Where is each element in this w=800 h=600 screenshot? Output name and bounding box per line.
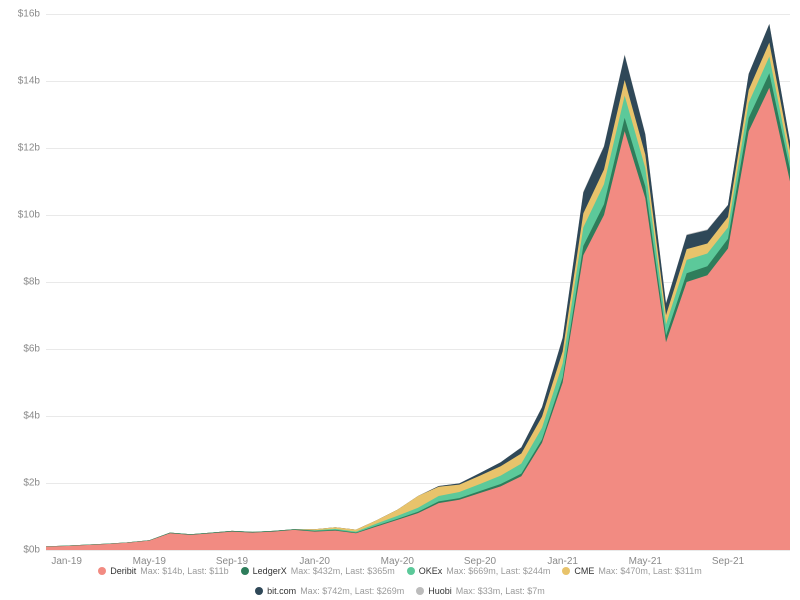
stacked-area-chart: $0b $2b $4b $6b $8b $10b $12b $14b $16b Jan-19 May…: [0, 0, 800, 600]
legend-swatch-icon: [407, 567, 415, 575]
x-axis-label: Sep-19: [216, 550, 248, 567]
chart-legend: Deribit Max: $14b, Last: $11b LedgerX Max: …: [0, 566, 800, 596]
y-axis-label: $14b: [18, 76, 46, 87]
legend-item[interactable]: Deribit Max: $14b, Last: $11b: [98, 566, 228, 576]
legend-item[interactable]: LedgerX Max: $432m, Last: $365m: [241, 566, 395, 576]
plot-area: $0b$2b$4b$6b$8b$10b$12b$14b$16bJan-19May…: [46, 14, 790, 550]
y-axis-label: $0b: [23, 545, 46, 556]
x-axis-label: Sep-20: [464, 550, 496, 567]
legend-item[interactable]: OKExMax: $669m, Last: $244m: [407, 566, 551, 576]
x-axis-label: Jan-21: [547, 550, 578, 567]
x-axis-label: May-20: [381, 550, 414, 567]
legend-name: CME: [574, 566, 594, 576]
legend-name: OKEx: [419, 566, 443, 576]
legend-stats: Max: $14b, Last: $11b: [140, 566, 228, 576]
legend-swatch-icon: [255, 587, 263, 595]
legend-swatch-icon: [98, 567, 106, 575]
legend-stats: Max: $33m, Last: $7m: [456, 586, 545, 596]
y-axis-label: $6b: [23, 344, 46, 355]
x-axis-label: Jan-19: [51, 550, 82, 567]
legend-stats: Max: $432m, Last: $365m: [291, 566, 395, 576]
legend-name: LedgerX: [253, 566, 287, 576]
x-axis-label: May-19: [133, 550, 166, 567]
y-axis-label: $8b: [23, 277, 46, 288]
legend-swatch-icon: [562, 567, 570, 575]
legend-item[interactable]: bit.com Max: $742m, Last: $269m: [255, 586, 404, 596]
y-axis-label: $16b: [18, 9, 46, 20]
y-axis-label: $10b: [18, 210, 46, 221]
legend-item[interactable]: CME Max: $470m, Last: $311m: [562, 566, 701, 576]
x-axis-label: Jan-20: [299, 550, 330, 567]
area-series: [46, 88, 790, 550]
x-axis-label: Sep-21: [712, 550, 744, 567]
legend-stats: Max: $742m, Last: $269m: [300, 586, 404, 596]
legend-stats: Max: $470m, Last: $311m: [598, 566, 701, 576]
y-axis-label: $4b: [23, 411, 46, 422]
legend-item[interactable]: Huobi Max: $33m, Last: $7m: [416, 586, 545, 596]
legend-name: bit.com: [267, 586, 296, 596]
legend-stats: Max: $669m, Last: $244m: [446, 566, 550, 576]
y-axis-label: $2b: [23, 478, 46, 489]
area-svg: [46, 14, 790, 550]
legend-name: Huobi: [428, 586, 452, 596]
y-axis-label: $12b: [18, 143, 46, 154]
legend-name: Deribit: [110, 566, 136, 576]
legend-swatch-icon: [416, 587, 424, 595]
legend-swatch-icon: [241, 567, 249, 575]
x-axis-label: May-21: [629, 550, 662, 567]
